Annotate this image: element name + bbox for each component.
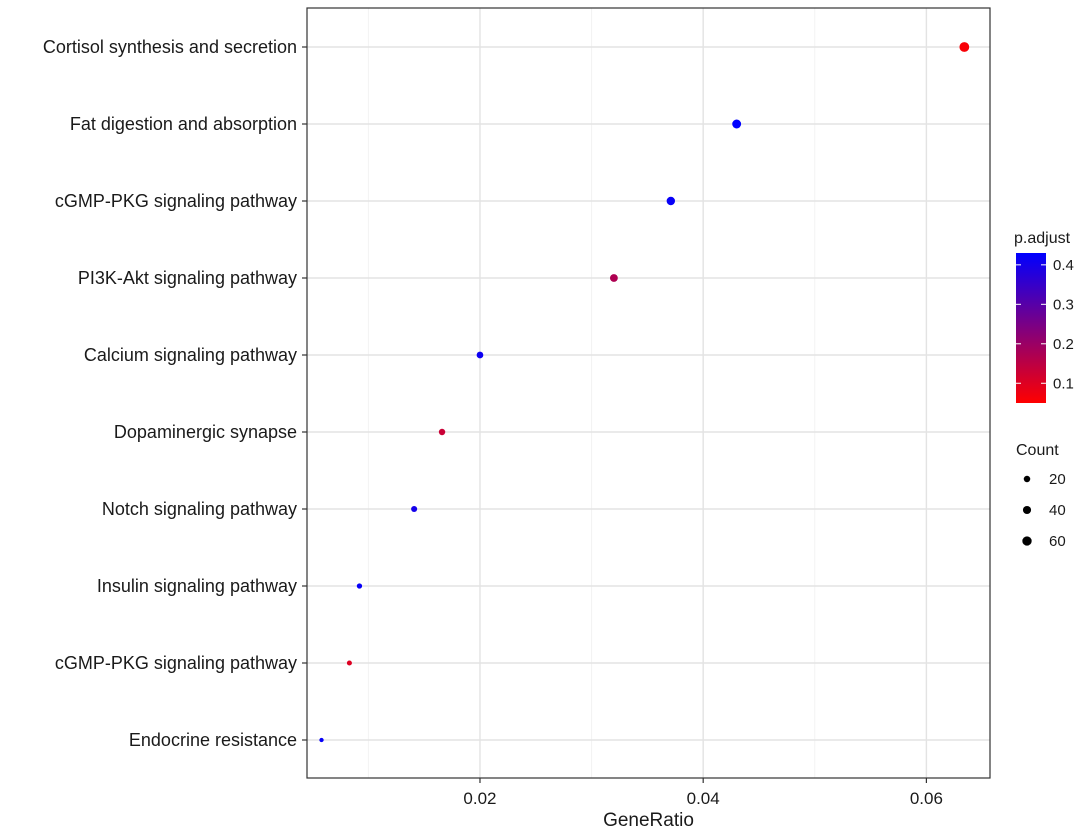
data-point [666, 196, 676, 206]
y-tick-label: Fat digestion and absorption [70, 114, 297, 134]
p-adjust-ticks: 0.1 0.2 0.3 0.4 [1016, 257, 1074, 392]
data-point [732, 119, 742, 129]
colorbar-tick-label: 0.2 [1053, 336, 1074, 353]
x-tick-label: 0.06 [910, 789, 943, 808]
y-tick-label: cGMP-PKG signaling pathway [55, 653, 297, 673]
count-legend-dot [1022, 505, 1032, 515]
y-tick-label: Notch signaling pathway [102, 499, 297, 519]
data-points [319, 42, 970, 743]
p-adjust-colorbar [1016, 253, 1046, 403]
y-tick-label: Dopaminergic synapse [114, 422, 297, 442]
colorbar-tick-label: 0.3 [1053, 296, 1074, 313]
y-tick-label: cGMP-PKG signaling pathway [55, 191, 297, 211]
y-tick-label: PI3K-Akt signaling pathway [78, 268, 297, 288]
data-point [411, 505, 418, 513]
x-tick-label: 0.04 [687, 789, 720, 808]
data-point [609, 274, 618, 282]
data-point [959, 42, 970, 52]
count-legend-dot [1022, 536, 1032, 546]
colorbar-tick-label: 0.1 [1053, 375, 1074, 392]
count-legend-dot [1023, 475, 1031, 483]
plot-panel-border [306, 7, 991, 779]
data-point [476, 351, 484, 359]
data-point [346, 660, 352, 666]
y-axis: Cortisol synthesis and secretion Fat dige… [43, 37, 307, 750]
y-tick-label: Insulin signaling pathway [97, 576, 297, 596]
y-tick-label: Calcium signaling pathway [84, 345, 297, 365]
gridlines [307, 8, 990, 778]
count-legend-label: 40 [1049, 502, 1066, 519]
x-axis: 0.02 0.04 0.06 [463, 778, 943, 808]
count-legend-label: 60 [1049, 533, 1066, 550]
data-point [438, 428, 446, 436]
x-axis-label: GeneRatio [603, 810, 694, 831]
data-point [356, 583, 363, 589]
p-adjust-legend: p.adjust 0.1 0.2 0.3 0.4 [1014, 230, 1074, 403]
colorbar-tick-label: 0.4 [1053, 257, 1074, 274]
y-tick-label: Cortisol synthesis and secretion [43, 37, 297, 57]
data-point [319, 737, 324, 743]
count-legend: Count 20 40 60 [1016, 442, 1066, 550]
y-tick-label: Endocrine resistance [129, 730, 297, 750]
count-legend-title: Count [1016, 442, 1059, 459]
count-legend-label: 20 [1049, 471, 1066, 488]
p-adjust-legend-title: p.adjust [1014, 230, 1071, 247]
x-tick-label: 0.02 [463, 789, 496, 808]
count-legend-items: 20 40 60 [1022, 471, 1066, 550]
